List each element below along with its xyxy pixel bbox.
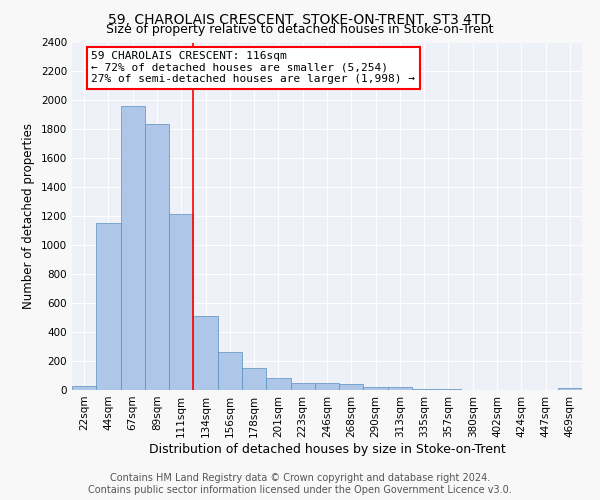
Bar — [290, 383, 315, 390]
Bar — [242, 368, 266, 390]
Bar — [412, 388, 436, 390]
Text: 59, CHAROLAIS CRESCENT, STOKE-ON-TRENT, ST3 4TD: 59, CHAROLAIS CRESCENT, STOKE-ON-TRENT, … — [109, 12, 491, 26]
Bar — [388, 388, 412, 390]
Bar — [315, 384, 339, 390]
Text: Contains HM Land Registry data © Crown copyright and database right 2024.
Contai: Contains HM Land Registry data © Crown c… — [88, 474, 512, 495]
Text: Size of property relative to detached houses in Stoke-on-Trent: Size of property relative to detached ho… — [106, 22, 494, 36]
Bar — [145, 124, 169, 390]
Text: 59 CHAROLAIS CRESCENT: 116sqm
← 72% of detached houses are smaller (5,254)
27% o: 59 CHAROLAIS CRESCENT: 116sqm ← 72% of d… — [91, 51, 415, 84]
Y-axis label: Number of detached properties: Number of detached properties — [22, 123, 35, 309]
X-axis label: Distribution of detached houses by size in Stoke-on-Trent: Distribution of detached houses by size … — [149, 442, 505, 456]
Bar — [121, 106, 145, 390]
Bar — [218, 352, 242, 390]
Bar — [193, 316, 218, 390]
Bar — [266, 378, 290, 390]
Bar — [96, 224, 121, 390]
Bar — [169, 214, 193, 390]
Bar — [364, 387, 388, 390]
Bar — [436, 388, 461, 390]
Bar — [72, 386, 96, 390]
Bar — [339, 384, 364, 390]
Bar — [558, 388, 582, 390]
